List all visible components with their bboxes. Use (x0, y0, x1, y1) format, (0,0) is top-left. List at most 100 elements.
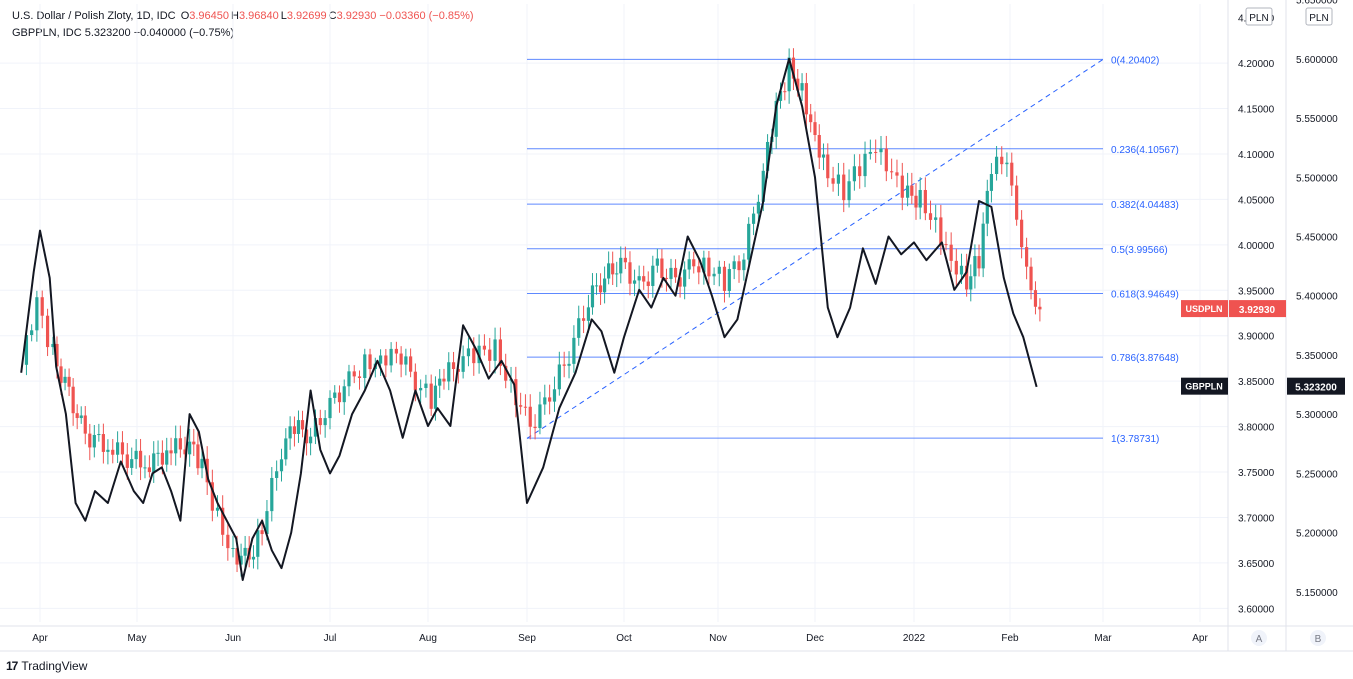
usdpln-candle (482, 334, 487, 356)
usdpln-change: −0.03360 (−0.85%) (379, 10, 474, 22)
usdpln-candle (965, 253, 969, 297)
usdpln-candle (442, 368, 446, 390)
usdpln-candle (985, 179, 989, 237)
usdpln-candle (296, 410, 301, 443)
y-right-tick-label: 5.250000 (1296, 469, 1338, 480)
svg-text:B: B (1315, 634, 1322, 645)
usdpln-candle (737, 255, 741, 283)
fib-level-label: 0.5(3.99566) (1111, 245, 1168, 256)
usdpln-candle (804, 72, 808, 128)
usdpln-title: U.S. Dollar / Polish Zloty, 1D, IDC (12, 10, 176, 22)
usdpln-candle (954, 248, 958, 288)
usdpln-candle (134, 439, 138, 469)
y-left-tick-label: 4.05000 (1238, 195, 1275, 206)
usdpln-candle (707, 250, 711, 285)
usdpln-candle (504, 353, 508, 389)
usdpln-candle (447, 352, 451, 391)
y-left-tick-label: 3.70000 (1238, 513, 1275, 524)
usdpln-candle (727, 263, 731, 298)
usdpln-candle (318, 409, 322, 435)
y-right-tick-label: 5.650000 (1296, 0, 1338, 7)
y-left-tick-label: 3.90000 (1238, 332, 1275, 343)
y-right-tick-label: 5.350000 (1296, 351, 1338, 362)
usdpln-candle (548, 384, 552, 415)
usdpln-candle (742, 253, 746, 281)
usdpln-candle (787, 48, 791, 104)
usdpln-candle (169, 437, 173, 466)
usdpln-candle (347, 364, 351, 397)
usdpln-candle (651, 255, 655, 298)
usdpln-candle (419, 379, 423, 404)
usdpln-candle (603, 266, 607, 304)
ohlc-value: 3.92930 (336, 10, 377, 22)
usdpln-candle (399, 346, 403, 378)
x-tick-label: Jul (324, 633, 337, 644)
usdpln-candle (989, 163, 994, 203)
usdpln-candle (389, 342, 393, 373)
usdpln-candle (607, 251, 611, 285)
usdpln-candle (914, 183, 918, 220)
usdpln-candle (628, 251, 632, 296)
usdpln-candle (188, 428, 192, 467)
usdpln-candle (368, 348, 372, 378)
tradingview-logo[interactable]: 17 TradingView (6, 659, 87, 673)
usdpln-candle (352, 365, 356, 384)
usdpln-candle (300, 410, 305, 438)
usdpln-candle (669, 258, 673, 290)
usdpln-candle (328, 390, 332, 430)
usdpln-candle (71, 378, 75, 426)
usdpln-candle (498, 327, 502, 376)
usdpln-candle (868, 139, 872, 160)
usdpln-candle (655, 248, 659, 273)
usdpln-candle (683, 261, 687, 300)
usdpln-candle (92, 425, 96, 458)
usdpln-candle (333, 385, 337, 404)
y-left-tick-label: 3.95000 (1238, 286, 1275, 297)
scale-currency-label[interactable]: PLN (1305, 7, 1333, 26)
usdpln-candle (1000, 146, 1004, 175)
usdpln-ohlc: O3.96450 H3.96840 L3.92699 C3.92930 (179, 10, 377, 22)
y-left-tick-label: 3.60000 (1238, 604, 1275, 615)
usdpln-candle (79, 406, 83, 424)
usdpln-candle (895, 159, 899, 188)
usdpln-candle (125, 443, 129, 480)
usdpln-candle (192, 428, 196, 456)
usdpln-candle (977, 244, 981, 277)
usdpln-candle (646, 271, 650, 299)
usdpln-candle (581, 305, 586, 334)
usdpln-candle (461, 345, 465, 379)
usdpln-candle (928, 200, 933, 230)
usdpln-candle (586, 294, 591, 333)
usdpln-candle (288, 416, 292, 450)
trend-line[interactable] (526, 59, 1104, 439)
usdpln-candle (774, 92, 778, 149)
usdpln-candle (429, 374, 433, 416)
usdpln-candle (519, 392, 523, 415)
scale-currency-label[interactable]: PLN (1245, 7, 1273, 26)
usdpln-candle (732, 255, 736, 280)
usdpln-candle (292, 416, 297, 447)
scale-toggle-button[interactable]: B (1310, 630, 1326, 646)
y-left-tick-label: 4.00000 (1238, 241, 1275, 252)
usdpln-candle (106, 439, 110, 465)
usdpln-candle (939, 204, 943, 255)
usdpln-candle (409, 348, 413, 378)
usdpln-candle (826, 143, 830, 188)
usdpln-candle (552, 376, 557, 412)
x-tick-label: 2022 (903, 633, 926, 644)
usdpln-candle (466, 337, 471, 367)
usdpln-candle (944, 231, 948, 251)
y-left-tick-label: 3.65000 (1238, 559, 1275, 570)
x-tick-label: Jun (225, 633, 241, 644)
usdpln-candle (156, 440, 160, 467)
usdpln-candle (231, 535, 235, 558)
usdpln-candle (196, 431, 200, 475)
usdpln-price-badge: USDPLN 3.92930 (1181, 300, 1286, 318)
usdpln-candle (357, 370, 362, 390)
usdpln-candle (523, 394, 528, 416)
usdpln-candle (528, 394, 532, 440)
usdpln-candle (783, 82, 787, 101)
ohlc-key: L (280, 10, 287, 22)
auto-scale-button[interactable]: A (1251, 630, 1267, 646)
